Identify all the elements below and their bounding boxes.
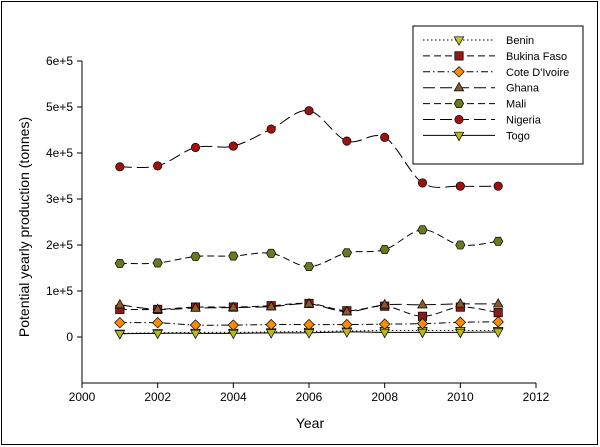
data-point-nigeria (266, 124, 276, 134)
data-point-cote-d-ivoire (227, 319, 240, 331)
data-point-ghana (265, 300, 277, 311)
legend-label-mali: Mali (506, 99, 526, 111)
data-point-mali (114, 258, 125, 268)
series-cote-d-ivoire (114, 316, 504, 331)
x-tick-label: 2004 (220, 390, 247, 404)
data-point-ghana (228, 301, 239, 312)
data-point-nigeria (380, 132, 390, 142)
legend-label-nigeria: Nigeria (506, 115, 542, 127)
legend-marker-bukina-faso (454, 51, 464, 61)
x-tick-label: 2000 (69, 390, 96, 404)
y-axis-label: Potential yearly production (tonnes) (16, 117, 32, 337)
legend-label-benin: Benin (506, 35, 534, 47)
legend-marker-togo (453, 131, 465, 142)
data-point-nigeria (115, 162, 125, 172)
data-point-togo (341, 328, 353, 338)
data-point-mali (266, 248, 277, 258)
data-point-ghana (417, 298, 428, 309)
data-point-cote-d-ivoire (114, 317, 126, 329)
data-point-ghana (303, 297, 315, 308)
data-point-togo (492, 328, 504, 338)
data-point-togo (265, 329, 277, 339)
data-point-mali (493, 236, 504, 246)
legend-label-cote-d-ivoire: Cote D'Ivoire (506, 67, 569, 79)
data-point-ghana (492, 297, 504, 308)
data-point-nigeria (493, 181, 503, 191)
y-tick-label: 4e+5 (46, 146, 73, 160)
data-point-nigeria (190, 142, 201, 153)
data-point-togo (379, 328, 390, 339)
data-point-mali (341, 248, 352, 258)
data-point-nigeria (455, 181, 465, 191)
data-point-mali (303, 262, 315, 272)
x-tick-label: 2010 (447, 390, 474, 404)
data-point-cote-d-ivoire (151, 317, 164, 329)
data-point-nigeria (153, 161, 163, 171)
data-point-nigeria (417, 178, 428, 188)
series-line-mali (119, 229, 499, 268)
data-point-nigeria (228, 141, 238, 151)
data-point-togo (190, 329, 201, 340)
data-point-ghana (341, 305, 353, 316)
data-point-nigeria (342, 136, 352, 146)
x-axis-label: Year (296, 415, 325, 431)
data-point-togo (455, 328, 466, 339)
data-point-ghana (114, 298, 126, 309)
data-point-ghana (190, 302, 201, 312)
legend-label-togo: Togo (506, 130, 530, 142)
legend-marker-mali (453, 99, 465, 109)
data-point-ghana (379, 298, 390, 309)
legend-marker-benin (453, 36, 465, 46)
data-point-bukina-faso (493, 308, 503, 318)
data-point-mali (228, 251, 239, 261)
legend-label-bukina-faso: Bukina Faso (506, 51, 567, 63)
legend-marker-cote-d-ivoire (453, 66, 465, 78)
y-tick-label: 6e+5 (46, 54, 73, 68)
legend-label-ghana: Ghana (506, 83, 540, 95)
y-tick-label: 2e+5 (46, 238, 73, 252)
series-togo (114, 328, 504, 340)
x-tick-label: 2008 (371, 390, 398, 404)
legend-box (412, 25, 584, 165)
series-ghana (114, 297, 504, 316)
y-tick-label: 5e+5 (46, 100, 73, 114)
legend: Benin Bukina Faso Cote D'Ivoire Ghana Mali Ni… (412, 25, 584, 165)
data-point-nigeria (304, 106, 314, 116)
series-layer (114, 106, 504, 340)
data-point-mali (417, 225, 428, 235)
data-point-cote-d-ivoire (454, 316, 467, 328)
data-point-mali (190, 252, 201, 261)
data-point-togo (303, 329, 315, 339)
data-point-cote-d-ivoire (189, 319, 202, 331)
data-point-mali (379, 245, 390, 255)
x-tick-label: 2006 (296, 390, 323, 404)
series-line-nigeria (119, 110, 499, 188)
data-point-ghana (455, 297, 466, 308)
data-point-cote-d-ivoire (492, 316, 504, 328)
y-tick-label: 1e+5 (46, 284, 73, 298)
series-mali (114, 225, 504, 272)
data-point-togo (114, 330, 126, 340)
series-nigeria (115, 106, 503, 191)
data-point-togo (228, 329, 239, 340)
x-tick-label: 2002 (144, 390, 171, 404)
data-point-ghana (152, 303, 163, 313)
data-point-mali (152, 258, 163, 268)
data-point-cote-d-ivoire (265, 318, 277, 331)
data-point-mali (455, 240, 466, 250)
legend-marker-ghana (453, 81, 465, 92)
data-point-togo (417, 328, 428, 339)
y-tick-label: 0 (66, 330, 73, 344)
x-tick-label: 2012 (523, 390, 550, 404)
axes: 2000 2002 2004 2006 2008 2010 2012 0 1e+5 2e+5 3e+… (46, 54, 550, 404)
y-tick-label: 3e+5 (46, 192, 73, 206)
data-point-togo (152, 329, 163, 340)
legend-marker-nigeria (454, 114, 464, 125)
